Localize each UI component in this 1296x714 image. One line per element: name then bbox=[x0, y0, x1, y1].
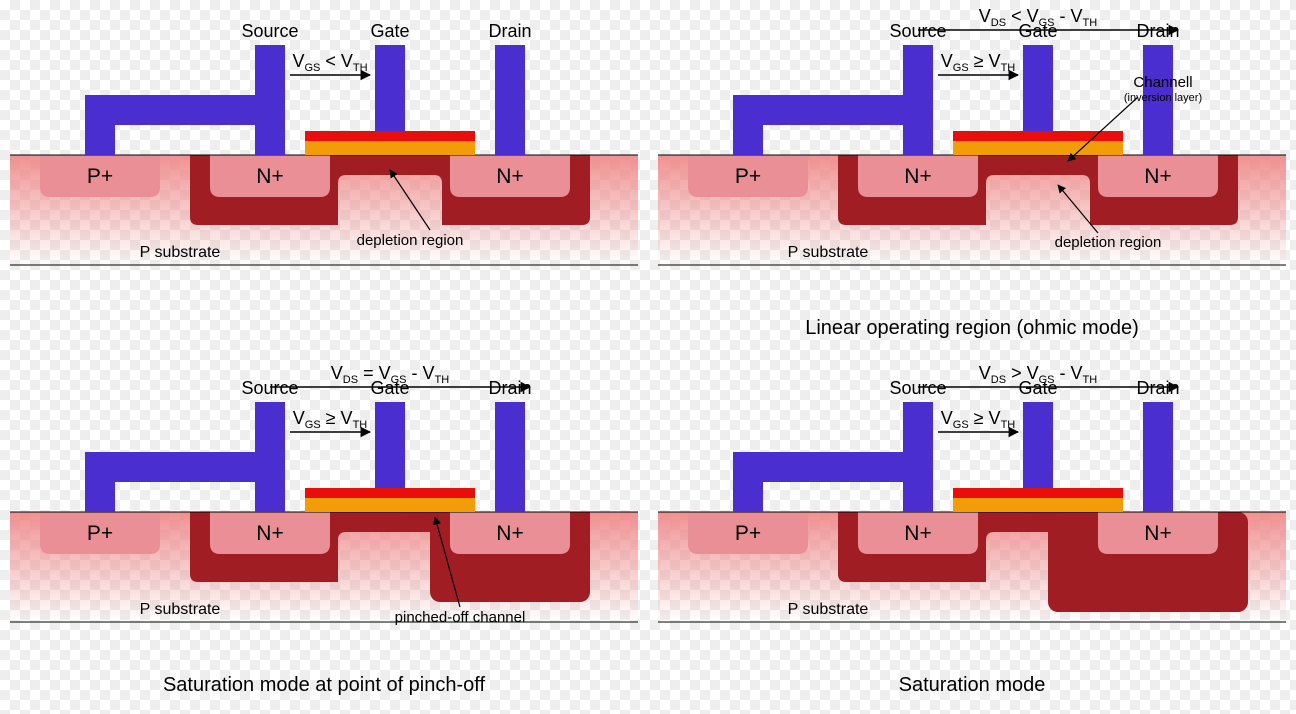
svg-text:P substrate: P substrate bbox=[140, 601, 221, 618]
svg-text:Saturation mode at point of pi: Saturation mode at point of pinch-off bbox=[163, 674, 486, 696]
svg-text:Drain: Drain bbox=[488, 378, 531, 398]
svg-text:N+: N+ bbox=[256, 165, 283, 188]
svg-text:VGS ≥ VTH: VGS ≥ VTH bbox=[293, 408, 368, 431]
svg-text:VGS < VTH: VGS < VTH bbox=[292, 51, 367, 74]
svg-text:VDS > VGS - VTH: VDS > VGS - VTH bbox=[979, 363, 1097, 386]
svg-text:Saturation mode: Saturation mode bbox=[899, 674, 1046, 696]
svg-text:depletion region: depletion region bbox=[1055, 234, 1162, 251]
svg-text:Drain: Drain bbox=[1136, 21, 1179, 41]
svg-text:Drain: Drain bbox=[1136, 378, 1179, 398]
panel-saturation: Source Gate Drain P+ N+ N+ P substrate V… bbox=[648, 357, 1296, 714]
svg-text:VGS ≥ VTH: VGS ≥ VTH bbox=[941, 408, 1016, 431]
svg-text:(inversion layer): (inversion layer) bbox=[1124, 92, 1202, 104]
svg-text:Source: Source bbox=[889, 21, 946, 41]
svg-text:Linear operating region (ohmic: Linear operating region (ohmic mode) bbox=[805, 317, 1139, 339]
svg-text:P substrate: P substrate bbox=[788, 601, 869, 618]
svg-text:Gate: Gate bbox=[370, 21, 409, 41]
svg-text:P+: P+ bbox=[735, 165, 761, 188]
svg-text:Source: Source bbox=[241, 378, 298, 398]
mosfet-diagram-grid: Source Gate Drain P+ N+ N+ P substrate V… bbox=[0, 0, 1296, 704]
svg-text:VDS < VGS - VTH: VDS < VGS - VTH bbox=[979, 6, 1097, 29]
panel-pinchoff: Source Gate Drain P+ N+ N+ P substrate V… bbox=[0, 357, 648, 714]
svg-text:N+: N+ bbox=[904, 522, 931, 545]
svg-text:depletion region: depletion region bbox=[357, 232, 464, 249]
svg-text:N+: N+ bbox=[256, 522, 283, 545]
panel-cutoff: Source Gate Drain P+ N+ N+ P substrate V… bbox=[0, 0, 648, 357]
svg-text:pinched-off channel: pinched-off channel bbox=[395, 609, 526, 626]
svg-text:VDS = VGS - VTH: VDS = VGS - VTH bbox=[331, 363, 449, 386]
svg-text:N+: N+ bbox=[904, 165, 931, 188]
svg-text:P+: P+ bbox=[87, 522, 113, 545]
svg-text:VGS ≥ VTH: VGS ≥ VTH bbox=[941, 51, 1016, 74]
svg-text:Source: Source bbox=[241, 21, 298, 41]
svg-text:Channell: Channell bbox=[1133, 74, 1192, 91]
svg-text:N+: N+ bbox=[496, 522, 523, 545]
svg-text:Drain: Drain bbox=[488, 21, 531, 41]
svg-text:P substrate: P substrate bbox=[788, 244, 869, 261]
svg-text:N+: N+ bbox=[1144, 165, 1171, 188]
svg-text:P substrate: P substrate bbox=[140, 244, 221, 261]
svg-text:P+: P+ bbox=[87, 165, 113, 188]
svg-text:N+: N+ bbox=[1144, 522, 1171, 545]
svg-text:N+: N+ bbox=[496, 165, 523, 188]
svg-text:Source: Source bbox=[889, 378, 946, 398]
svg-text:P+: P+ bbox=[735, 522, 761, 545]
panel-linear: Source Gate Drain P+ N+ N+ P substrate V… bbox=[648, 0, 1296, 357]
